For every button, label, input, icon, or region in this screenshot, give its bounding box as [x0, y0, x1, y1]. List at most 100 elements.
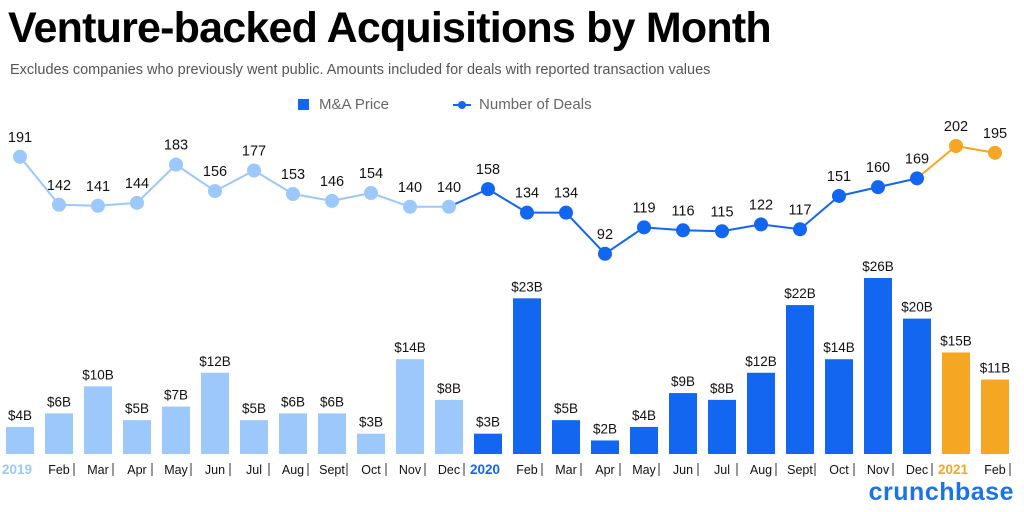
x-axis-tick-label: Oct: [361, 463, 381, 477]
deals-point-label: 146: [320, 174, 344, 190]
price-bar: [435, 399, 463, 454]
x-axis-tick-label: 2019: [2, 462, 32, 477]
deals-point: [364, 186, 378, 201]
price-bar-label: $3B: [359, 415, 383, 430]
deals-point-label: 119: [632, 200, 655, 216]
x-axis-tick-label: Aug: [750, 463, 772, 477]
x-axis-tick-label: Mar: [555, 463, 577, 477]
deals-point-label: 134: [515, 186, 539, 202]
x-axis-tick-label: Feb: [516, 463, 538, 477]
price-bar-label: $3B: [476, 415, 500, 430]
deals-point-label: 154: [359, 166, 383, 182]
price-bar: [123, 420, 151, 454]
price-bar: [669, 393, 697, 454]
deals-line-segment: [799, 195, 840, 231]
deals-point: [598, 246, 612, 261]
price-bar-label: $11B: [980, 361, 1011, 376]
x-axis-tick-label: Sept: [787, 463, 813, 477]
deals-point: [793, 222, 807, 237]
deals-point: [247, 163, 261, 178]
x-axis-tick-label: Nov: [399, 463, 422, 477]
x-axis-tick-label: Jul: [714, 463, 730, 477]
deals-point-label: 140: [398, 180, 422, 196]
price-bar-label: $9B: [671, 374, 695, 389]
x-axis-tick-label: May: [164, 463, 188, 477]
x-axis-tick-label: Feb: [48, 463, 70, 477]
deals-point: [715, 224, 729, 239]
deals-point: [52, 197, 66, 212]
deals-point: [988, 145, 1002, 160]
deals-line-segment: [175, 163, 216, 192]
deals-point-label: 92: [597, 227, 613, 243]
x-axis-tick-label: Mar: [87, 463, 109, 477]
price-bar-label: $23B: [511, 279, 543, 294]
deals-line-segment: [19, 156, 60, 206]
price-bar: [279, 413, 307, 454]
price-bar: [942, 352, 970, 454]
price-bar: [825, 359, 853, 454]
x-axis-tick-label: Dec: [438, 463, 460, 477]
price-bar-label: $20B: [901, 300, 933, 315]
price-bar: [162, 406, 190, 454]
price-bar: [747, 372, 775, 454]
deals-point: [208, 184, 222, 199]
price-bar: [396, 359, 424, 454]
legend-label-deals: Number of Deals: [479, 96, 592, 113]
x-axis-tick-label: Apr: [595, 463, 614, 477]
deals-point: [637, 220, 651, 235]
x-axis-tick-label: 2021: [938, 462, 969, 477]
deals-point-label: 191: [8, 130, 32, 146]
deals-line-segment: [253, 169, 294, 195]
bar-swatch-icon: [298, 99, 309, 110]
deals-point-label: 156: [203, 164, 227, 180]
line-marker-icon: [453, 99, 472, 110]
price-bar-label: $14B: [823, 340, 855, 355]
crunchbase-logo: crunchbase: [868, 478, 1014, 506]
price-bar: [45, 413, 73, 454]
price-bar-label: $14B: [394, 340, 426, 355]
deals-point-label: 195: [983, 126, 1007, 142]
price-bar-label: $6B: [281, 394, 305, 409]
price-bar-label: $26B: [862, 259, 894, 274]
deals-line-segment: [916, 145, 957, 180]
price-bar: [357, 433, 385, 454]
price-bar: [591, 440, 619, 454]
deals-point: [832, 188, 846, 203]
price-bar: [201, 372, 229, 454]
deals-line-segment: [565, 211, 606, 255]
deals-point: [325, 193, 339, 208]
x-axis-tick-label: Feb: [984, 463, 1006, 477]
x-axis-tick-label: May: [632, 463, 656, 477]
price-bar: [903, 318, 931, 454]
deals-point: [403, 199, 417, 214]
deals-point-label: 144: [125, 176, 149, 192]
chart-title: Venture-backed Acquisitions by Month: [8, 4, 772, 52]
deals-point: [520, 205, 534, 220]
deals-line-segment: [214, 169, 255, 192]
deals-point: [91, 198, 105, 213]
price-bar: [474, 433, 502, 454]
deals-point: [910, 171, 924, 186]
price-bar-label: $12B: [745, 354, 777, 369]
price-bar-label: $5B: [125, 401, 149, 416]
deals-point: [286, 187, 300, 202]
deals-point-label: 122: [749, 197, 773, 213]
deals-point: [559, 205, 573, 220]
price-bar-label: $22B: [784, 286, 816, 301]
price-bar: [513, 298, 541, 454]
chart-subtitle: Excludes companies who previously went p…: [10, 62, 711, 78]
legend-label-price: M&A Price: [319, 96, 390, 113]
deals-point-label: 151: [827, 169, 851, 185]
deals-line-segment: [487, 188, 528, 214]
deals-point-label: 169: [905, 151, 929, 167]
x-axis-tick-label: Jun: [673, 463, 693, 477]
deals-point: [481, 182, 495, 197]
x-axis-tick-label: Sept: [319, 463, 345, 477]
deals-line-segment: [136, 163, 177, 204]
deals-point: [949, 139, 963, 153]
legend: M&A Price Number of Deals: [298, 96, 656, 113]
deals-point: [754, 217, 768, 232]
price-bar-label: $4B: [8, 408, 32, 423]
price-bar-label: $7B: [164, 388, 188, 403]
